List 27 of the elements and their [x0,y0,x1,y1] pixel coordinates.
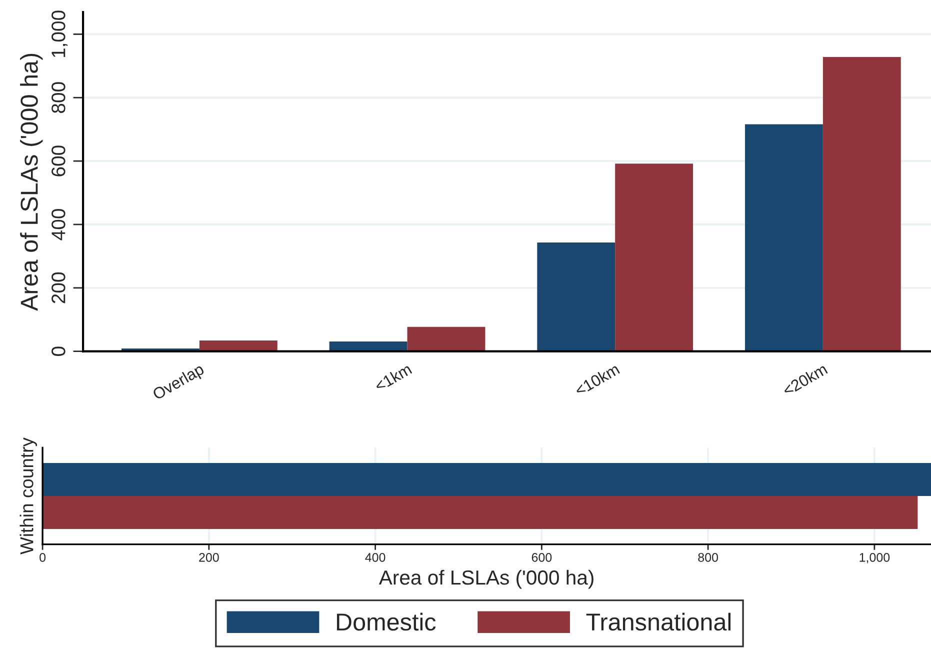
y-axis-title: Area of LSLAs ('000 ha) [20,54,43,311]
x-tick-label: <10km [574,362,620,396]
x-tick-label: <1km [374,362,412,392]
bar [329,341,408,352]
y-tick-label: 400 [52,209,66,240]
legend-label: Transnational [586,612,730,631]
bar [822,57,901,352]
x-tick-label: <20km [782,362,828,396]
y-tick-label: Within country [20,438,37,554]
y-tick-label: 200 [52,272,66,304]
x-tick-label: 0 [40,552,46,562]
y-tick-label: 800 [52,82,66,113]
bar [199,340,278,352]
x-tick-label: 200 [199,552,219,562]
legend-label: Domestic [336,612,436,631]
bar [615,164,694,352]
bar [744,124,823,352]
x-axis-title: Area of LSLAs ('000 ha) [378,570,594,589]
x-tick-label: 1,000 [860,552,890,564]
x-tick-label: 800 [698,552,718,562]
y-tick-label: 1,000 [52,10,68,58]
y-tick-label: 600 [52,146,66,176]
x-tick-label: 600 [532,552,552,562]
bar [537,242,616,352]
bar [407,326,486,352]
y-tick-label: 0 [52,346,66,356]
x-tick-label: 400 [365,552,386,562]
